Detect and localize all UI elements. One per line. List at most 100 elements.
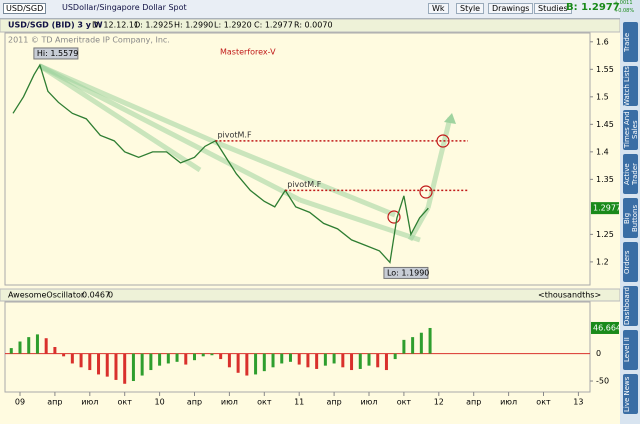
copyright: 2011 © TD Ameritrade IP Company, Inc.	[8, 36, 170, 45]
side-tab[interactable]: Big Buttons	[623, 198, 638, 238]
oscillator-bar	[358, 353, 362, 369]
symbol-input[interactable]: USD/SGD	[3, 3, 47, 14]
oscillator-bar	[323, 353, 327, 366]
x-tick-label: 13	[573, 398, 583, 407]
oscillator-bar	[123, 353, 127, 384]
oscillator-bar	[402, 339, 406, 354]
x-tick-label: окт	[397, 398, 412, 407]
extreme-label: Hi: 1.5579	[37, 49, 78, 58]
study-value: 0.0467	[82, 291, 110, 300]
oscillator-bar	[62, 353, 66, 357]
oscillator-bar	[315, 353, 319, 369]
side-tabs: Trade Watch Lists Times And Sales Active Tr…	[622, 18, 640, 424]
oscillator-bar	[18, 341, 22, 354]
chart-header: R: 0.0070	[294, 21, 333, 30]
last-price-box	[591, 202, 619, 215]
chart-area: USD/SGD (BID) 3 y W D: 12.12.11 O: 1.292…	[0, 18, 620, 424]
side-tab[interactable]: Trade	[623, 22, 638, 62]
side-tab[interactable]: Watch Lists	[623, 66, 638, 106]
side-tab[interactable]: Level II	[623, 330, 638, 370]
study-units: <thousandths>	[538, 291, 601, 300]
oscillator-bar	[376, 353, 380, 368]
oscillator-bar	[114, 353, 118, 380]
oscillator-bar	[44, 338, 48, 354]
oscillator-bar	[149, 353, 153, 371]
side-tab[interactable]: Orders	[623, 242, 638, 282]
chart-header: L: 1.2920	[214, 21, 252, 30]
x-tick-label: апр	[326, 398, 341, 407]
x-tick-label: окт	[257, 398, 272, 407]
oscillator-bar	[411, 337, 415, 354]
oscillator-bar	[79, 353, 83, 368]
study-name: AwesomeOscillator	[8, 291, 85, 300]
y-tick-label: 1.2	[596, 257, 609, 266]
side-tab[interactable]: Times And Sales	[623, 110, 638, 150]
toolbar: USD/SGD USDollar/Singapore Dollar Spot W…	[0, 0, 634, 19]
button[interactable]: Studies	[534, 3, 572, 14]
extreme-box	[383, 266, 429, 279]
oscillator-bar	[219, 353, 223, 360]
study-value: 0	[108, 291, 113, 300]
oscillator-bar	[428, 327, 432, 354]
last-price-label: 1.2977	[593, 204, 620, 213]
y-tick-label: -50	[596, 377, 609, 386]
button[interactable]: Style	[456, 3, 485, 14]
oscillator-bar	[332, 353, 336, 364]
oscillator-bar	[262, 353, 266, 372]
button[interactable]: Drawings	[488, 3, 534, 14]
x-tick-label: 11	[294, 398, 304, 407]
arrow-head	[444, 113, 456, 124]
oscillator-bar	[227, 353, 231, 368]
oscillator-bar	[193, 353, 196, 361]
side-tab[interactable]: Live News	[623, 374, 638, 414]
oscillator-bar	[70, 353, 74, 364]
last-value-box	[591, 321, 619, 334]
extreme-label: Lo: 1.1990	[387, 268, 429, 277]
oscillator-bar	[393, 353, 397, 360]
x-tick-label: апр	[47, 398, 62, 407]
oscillator-bar	[131, 353, 135, 382]
x-tick-label: июл	[81, 398, 98, 407]
oscillator-bar	[140, 353, 144, 376]
oscillator-bar	[254, 353, 258, 375]
last-value-label: 46.664	[593, 323, 620, 332]
button[interactable]: Wk	[428, 3, 449, 14]
chart-header: O: 1.2925	[134, 21, 173, 30]
oscillator-bar	[184, 353, 188, 365]
chart-title: Masterforex-V	[220, 48, 276, 57]
symbol-description: USDollar/Singapore Dollar Spot	[62, 3, 187, 12]
x-tick-label: 09	[15, 398, 25, 407]
oscillator-bar	[158, 353, 162, 366]
x-tick-label: июл	[360, 398, 377, 407]
oscillator-bar	[367, 353, 371, 366]
chart-header: D: 12.12.11	[92, 21, 139, 30]
chart-header: C: 1.2977	[254, 21, 293, 30]
x-tick-label: окт	[536, 398, 551, 407]
oscillator-bar	[97, 353, 101, 375]
chart-header: USD/SGD (BID) 3 y W	[8, 21, 103, 30]
extreme-box	[33, 47, 79, 60]
x-tick-label: 12	[434, 398, 444, 407]
x-tick-label: 10	[155, 398, 165, 407]
oscillator-bar	[297, 353, 301, 365]
oscillator-bar	[384, 353, 388, 371]
change: +.0011	[614, 0, 633, 6]
oscillator-bar	[419, 332, 423, 354]
y-tick-label: 1.5	[596, 92, 609, 101]
x-tick-label: окт	[118, 398, 133, 407]
x-tick-label: апр	[187, 398, 202, 407]
oscillator-bar	[245, 353, 249, 376]
pivot-label: pivotM.F	[217, 130, 252, 139]
y-tick-label: 1.6	[596, 37, 609, 46]
y-tick-label: 1.4	[596, 147, 609, 156]
y-tick-label: 1.45	[596, 120, 614, 129]
oscillator-bar	[288, 353, 292, 362]
oscillator-bar	[236, 353, 240, 373]
side-tab[interactable]: Dashboard	[623, 286, 638, 326]
x-tick-label: июл	[221, 398, 238, 407]
oscillator-bar	[166, 353, 170, 364]
pivot-label: pivotM.F	[287, 180, 322, 189]
side-tab[interactable]: Active Trader	[623, 154, 638, 194]
oscillator-bar	[201, 353, 205, 357]
y-tick-label: 1.25	[596, 230, 614, 239]
